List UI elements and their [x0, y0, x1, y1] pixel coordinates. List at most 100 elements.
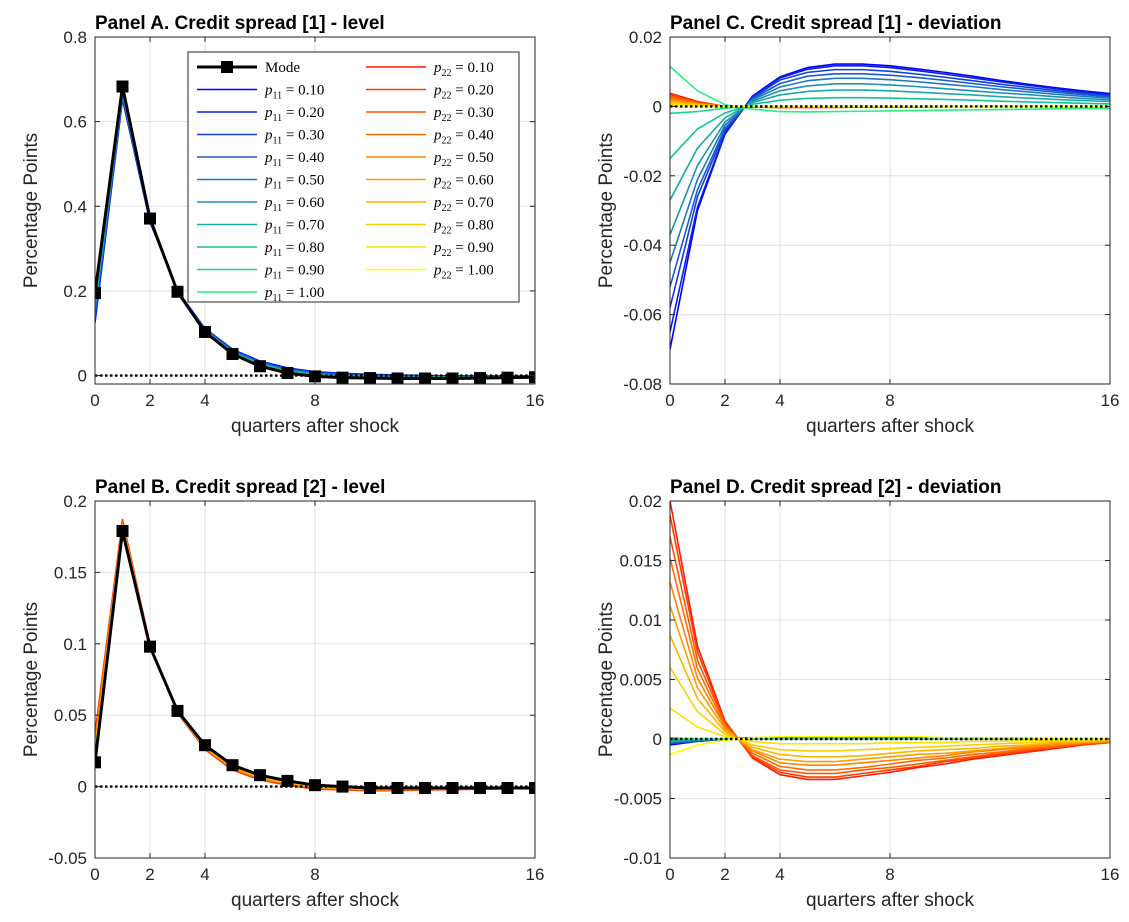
x-axis-label: quarters after shock	[806, 416, 974, 437]
y-tick-label: -0.06	[623, 306, 662, 325]
series-group	[95, 518, 535, 795]
mode-marker	[391, 372, 404, 384]
x-axis-label: quarters after shock	[806, 890, 974, 911]
legend-p22-label: p22 = 1.00	[433, 263, 494, 282]
y-axis-label: Percentage Points	[596, 133, 617, 288]
panel-title: Panel C. Credit spread [1] - deviation	[670, 13, 1002, 34]
y-tick-label: 0.015	[619, 552, 662, 571]
mode-marker	[199, 739, 211, 752]
mode-marker	[309, 779, 321, 792]
y-tick-label: -0.02	[623, 167, 662, 186]
mode-marker	[529, 371, 535, 384]
mode-marker	[501, 782, 514, 795]
x-axis-label: quarters after shock	[231, 890, 399, 911]
y-tick-label: -0.08	[623, 375, 662, 394]
legend-p11-label: p11 = 0.50	[264, 173, 324, 192]
legend-p11-label: p11 = 0.80	[264, 240, 324, 259]
x-tick-label: 8	[310, 865, 319, 884]
legend-p11-label: p11 = 0.10	[264, 83, 324, 102]
mode-marker	[254, 769, 266, 782]
legend-p22-label: p22 = 0.40	[433, 128, 494, 147]
x-tick-label: 2	[720, 865, 729, 884]
mode-marker	[171, 285, 184, 298]
mode-marker	[364, 782, 376, 795]
y-axis-label: Percentage Points	[596, 602, 617, 757]
legend-p11-label: p11 = 0.60	[264, 195, 324, 214]
mode-marker	[254, 360, 266, 373]
mode-marker	[419, 372, 431, 384]
mode-marker	[419, 782, 431, 795]
series-group	[670, 63, 1110, 350]
x-tick-label: 0	[90, 865, 99, 884]
y-tick-label: 0.01	[629, 611, 662, 630]
x-tick-label: 4	[200, 391, 209, 410]
y-axis-label: Percentage Points	[21, 133, 42, 288]
mode-marker	[336, 780, 349, 793]
series-line	[670, 65, 1110, 113]
legend-p22-label: p22 = 0.90	[433, 240, 494, 259]
legend-p22-label: p22 = 0.20	[433, 83, 494, 102]
mode-marker	[95, 756, 101, 769]
legend-box	[187, 51, 520, 303]
y-tick-label: 0.02	[629, 492, 662, 511]
series-group	[670, 501, 1110, 781]
panel-title: Panel B. Credit spread [2] - level	[95, 477, 385, 498]
panel-title: Panel A. Credit spread [1] - level	[95, 13, 385, 34]
y-tick-label: -0.05	[48, 849, 87, 868]
legend-p11-label: p11 = 0.40	[264, 150, 324, 169]
y-tick-label: 0.4	[63, 197, 87, 216]
y-tick-label: 0.2	[63, 492, 87, 511]
x-tick-label: 16	[1101, 391, 1120, 410]
mode-marker	[391, 782, 404, 795]
x-tick-label: 4	[775, 865, 784, 884]
mode-marker	[281, 774, 294, 787]
mode-marker	[226, 347, 239, 360]
mode-marker	[309, 370, 321, 383]
mode-marker	[474, 372, 486, 384]
mode-marker	[116, 80, 129, 93]
y-tick-label: 0.05	[54, 706, 87, 725]
mode-marker	[501, 371, 514, 384]
y-tick-label: 0	[78, 367, 87, 386]
y-tick-label: 0.15	[54, 563, 87, 582]
y-tick-label: 0	[78, 778, 87, 797]
legend-p22-label: p22 = 0.50	[433, 150, 494, 169]
legend-mode-marker	[221, 61, 233, 73]
x-tick-label: 4	[775, 391, 784, 410]
mode-marker	[446, 372, 459, 384]
y-tick-label: -0.005	[614, 790, 662, 809]
y-tick-label: -0.01	[623, 849, 662, 868]
mode-marker	[226, 759, 239, 772]
y-tick-label: 0.8	[63, 28, 87, 47]
x-tick-label: 0	[665, 865, 674, 884]
legend-p11-label: p11 = 1.00	[264, 285, 324, 304]
x-tick-label: 8	[885, 391, 894, 410]
mode-marker	[364, 372, 376, 384]
x-tick-label: 0	[90, 391, 99, 410]
mode-marker	[116, 524, 129, 537]
mode-marker	[336, 371, 349, 384]
y-tick-label: -0.04	[623, 236, 662, 255]
panel-d: 0 2 4 8 16 -0.01 -0.005 0 0.005 0.01 0.015 0.02 Pane…	[596, 477, 1119, 911]
panel-title: Panel D. Credit spread [2] - deviation	[670, 477, 1002, 498]
legend-p22-label: p22 = 0.70	[433, 195, 494, 214]
mode-marker	[144, 212, 156, 225]
panel-a: 0 2 4 8 16 0 0.2 0.4 0.6 0.8 Panel A. Credit sprea…	[21, 13, 544, 437]
legend-p11-label: p11 = 0.70	[264, 218, 324, 237]
mode-marker	[281, 366, 294, 379]
legend-p11-label: p11 = 0.20	[264, 105, 324, 124]
x-tick-label: 4	[200, 865, 209, 884]
mode-marker	[144, 640, 156, 653]
mode-marker	[199, 325, 211, 338]
series-group	[95, 80, 535, 384]
mode-marker	[171, 704, 184, 717]
x-tick-label: 2	[145, 391, 154, 410]
legend-p22-label: p22 = 0.30	[433, 105, 494, 124]
mode-marker	[474, 782, 486, 795]
y-tick-label: 0.02	[629, 28, 662, 47]
y-tick-label: 0.2	[63, 282, 87, 301]
y-tick-label: 0.6	[63, 113, 87, 132]
series-line	[670, 557, 1110, 771]
